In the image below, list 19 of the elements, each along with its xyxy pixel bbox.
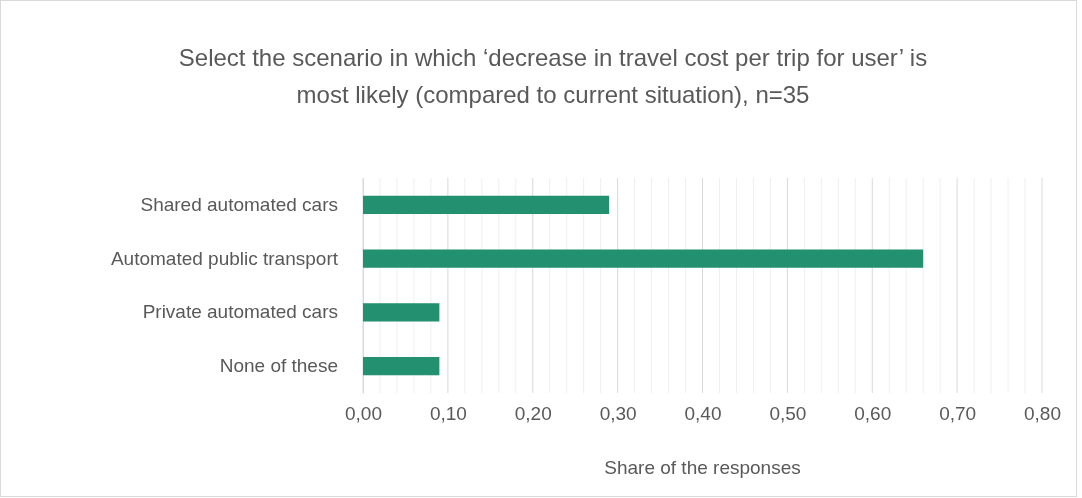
x-tick-label: 0,70 [939,403,977,425]
bar [363,195,610,215]
y-tick-label: Private automated cars [142,301,338,323]
x-axis-title: Share of the responses [604,457,801,478]
chart-title: Select the scenario in which ‘decrease in travel cost per trip for user’ is most likely (compared to current situation), n=35 [178,44,928,108]
x-tick-label: 0,50 [769,403,807,425]
bar [363,303,440,322]
bar [363,249,924,268]
x-tick-label: 0,30 [599,403,637,425]
y-tick-label: Automated public transport [110,247,339,269]
x-tick-label: 0,20 [514,403,552,425]
x-tick-label: 0,10 [429,403,467,425]
x-tick-label: 0,60 [854,403,892,425]
x-tick-label: 0,40 [684,403,722,425]
x-tick-label: 0,80 [1024,403,1061,425]
x-tick-label: 0,00 [345,403,382,425]
y-tick-label: Shared automated cars [140,193,338,215]
bar [363,356,440,376]
y-tick-label: None of these [219,355,338,377]
